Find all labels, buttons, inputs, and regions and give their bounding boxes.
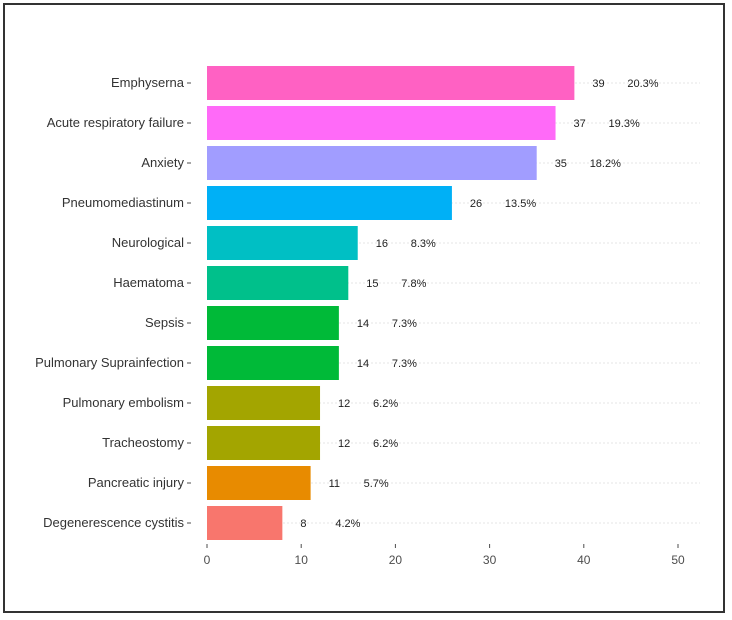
x-tick-label: 40 <box>577 553 591 567</box>
value-label: 12 <box>338 398 350 410</box>
category-label: Neurological <box>112 235 184 250</box>
percent-label: 6.2% <box>373 438 398 450</box>
bar <box>207 306 339 340</box>
percent-label: 5.7% <box>364 478 389 490</box>
value-label: 15 <box>366 278 378 290</box>
category-label: Emphyserna <box>111 75 185 90</box>
bar <box>207 466 311 500</box>
category-label: Tracheostomy <box>102 435 184 450</box>
category-label: Pulmonary embolism <box>63 395 184 410</box>
percent-label: 7.8% <box>401 278 426 290</box>
percent-label: 8.3% <box>411 238 436 250</box>
x-axis: 0 10 20 30 40 50 <box>204 544 685 567</box>
x-tick-label: 10 <box>295 553 309 567</box>
value-label: 8 <box>300 518 306 530</box>
bar <box>207 346 339 380</box>
bars <box>207 66 575 540</box>
category-label: Pulmonary Suprainfection <box>35 355 184 370</box>
percent-label: 7.3% <box>392 358 417 370</box>
value-label: 16 <box>376 238 388 250</box>
bar <box>207 106 556 140</box>
category-label: Acute respiratory failure <box>47 115 184 130</box>
percent-label: 19.3% <box>609 118 640 130</box>
category-label: Haematoma <box>113 275 185 290</box>
value-label: 35 <box>555 158 567 170</box>
value-label: 39 <box>592 78 604 90</box>
value-label: 14 <box>357 318 369 330</box>
bar <box>207 386 321 420</box>
category-label: Pneumomediastinum <box>62 195 184 210</box>
category-labels: Emphyserna Acute respiratory failure Anxie… <box>35 75 191 530</box>
percent-label: 18.2% <box>590 158 621 170</box>
bar <box>207 226 358 260</box>
value-label: 12 <box>338 438 350 450</box>
percent-label: 20.3% <box>627 78 658 90</box>
chart-frame <box>3 3 725 613</box>
value-label: 11 <box>329 478 340 490</box>
bar <box>207 186 452 220</box>
category-label: Sepsis <box>145 315 185 330</box>
category-label: Pancreatic injury <box>88 475 185 490</box>
x-tick-label: 50 <box>671 553 685 567</box>
percent-label: 4.2% <box>335 518 360 530</box>
bar <box>207 146 537 180</box>
category-label: Degenerescence cystitis <box>43 515 184 530</box>
percent-label: 7.3% <box>392 318 417 330</box>
value-label: 14 <box>357 358 369 370</box>
value-label: 26 <box>470 198 482 210</box>
x-tick-label: 20 <box>389 553 403 567</box>
category-label: Anxiety <box>141 155 184 170</box>
percent-label: 6.2% <box>373 398 398 410</box>
value-label: 37 <box>574 118 586 130</box>
x-tick-label: 0 <box>204 553 211 567</box>
bar <box>207 426 321 460</box>
bar <box>207 266 349 300</box>
bar <box>207 66 575 100</box>
bar <box>207 506 283 540</box>
x-tick-label: 30 <box>483 553 497 567</box>
percent-label: 13.5% <box>505 198 536 210</box>
value-labels: 39 20.3% 37 19.3% 35 18.2% 26 13.5% 16 8.3% 15 7.8%… <box>300 78 658 530</box>
